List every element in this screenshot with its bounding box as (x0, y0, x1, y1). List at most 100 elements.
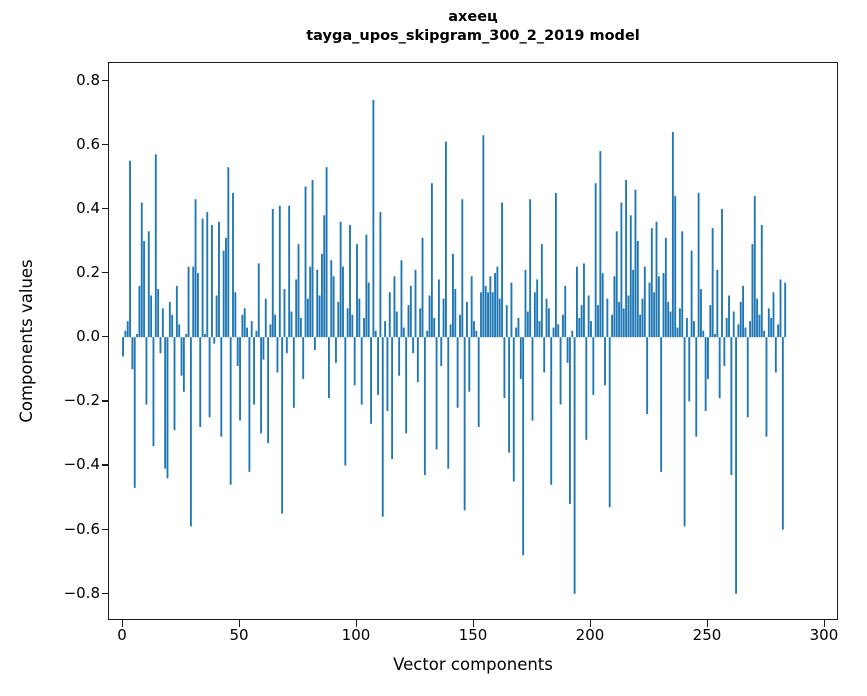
y-axis-tick-labels: 0.8 0.6 0.4 0.2 0.0 −0.2 −0.4 −0.6 −0.8 (34, 62, 100, 620)
bar (547, 308, 550, 338)
bar (241, 314, 244, 338)
bar (561, 314, 564, 338)
bar (323, 215, 326, 338)
bar (707, 337, 709, 379)
bar (466, 301, 468, 338)
bar (353, 337, 356, 386)
bar (583, 263, 585, 338)
bar (725, 317, 728, 338)
bar (489, 276, 492, 338)
bar (512, 337, 515, 482)
bar (393, 276, 396, 338)
bar (730, 337, 733, 476)
bar (332, 276, 335, 338)
bar (232, 192, 234, 338)
bar (430, 183, 433, 338)
bar (756, 298, 759, 338)
bar (501, 202, 504, 338)
bar (264, 298, 267, 338)
bar (491, 292, 494, 338)
bar (662, 273, 665, 338)
bar (281, 337, 284, 514)
bar (306, 298, 309, 338)
bar (246, 327, 248, 338)
bar (655, 221, 658, 338)
bar (433, 317, 436, 338)
y-tick-mark (101, 79, 108, 81)
y-axis-label: Components values (17, 259, 36, 423)
bar (463, 337, 466, 511)
bar (452, 253, 454, 338)
bar (770, 317, 773, 338)
bar (299, 317, 302, 338)
bar (732, 311, 735, 338)
bar (370, 337, 372, 424)
bar (194, 199, 197, 338)
bar (480, 292, 482, 338)
bar (650, 228, 653, 338)
bar (243, 308, 246, 338)
bar (208, 337, 211, 418)
bar (367, 282, 370, 338)
bar (510, 282, 513, 338)
bar (676, 327, 679, 338)
bar (400, 260, 403, 338)
bar (461, 199, 464, 338)
bar (426, 330, 429, 338)
bar (700, 289, 702, 338)
bar (704, 337, 707, 411)
bar (618, 301, 620, 338)
bar (302, 337, 305, 379)
y-tick-label: −0.6 (63, 519, 100, 538)
bar (657, 276, 660, 338)
bar (391, 337, 394, 460)
y-tick-label: 0.6 (76, 134, 100, 153)
bar (608, 337, 611, 508)
bar (309, 266, 312, 338)
plot-axes (108, 62, 838, 620)
y-tick-label: −0.2 (63, 391, 100, 410)
bar (271, 208, 274, 338)
bar (437, 279, 440, 338)
bar (597, 305, 599, 338)
bar (559, 337, 562, 405)
bar (482, 135, 485, 338)
bar (449, 324, 452, 338)
bar (356, 244, 358, 338)
bar (180, 337, 183, 376)
bar (735, 337, 737, 594)
bar (508, 337, 511, 453)
bar (615, 231, 618, 338)
bar (154, 154, 157, 338)
x-tick-mark (356, 620, 358, 627)
bar (515, 327, 518, 338)
bar (201, 218, 204, 338)
bar (702, 330, 705, 338)
x-tick-mark (706, 620, 709, 627)
bar (522, 337, 525, 556)
bar (601, 273, 604, 338)
bar (454, 289, 457, 338)
bar (206, 212, 209, 338)
bar (253, 337, 255, 405)
bar (405, 337, 408, 434)
bar (777, 324, 780, 338)
bar (456, 337, 459, 408)
bar (218, 221, 220, 338)
bar (313, 337, 316, 351)
x-tick-label: 250 (692, 626, 722, 644)
bar (320, 253, 323, 338)
chart-title-model: tayga_upos_skipgram_300_2_2019 model (306, 28, 640, 45)
bar (711, 228, 714, 338)
bar (288, 205, 291, 338)
bar (337, 301, 340, 338)
bar (496, 266, 499, 338)
bar (470, 276, 473, 338)
bar (683, 337, 686, 527)
bar (225, 237, 227, 338)
bar (784, 282, 787, 338)
bar (126, 321, 129, 338)
bar (412, 337, 415, 354)
bar (316, 269, 319, 338)
bar (250, 321, 253, 338)
